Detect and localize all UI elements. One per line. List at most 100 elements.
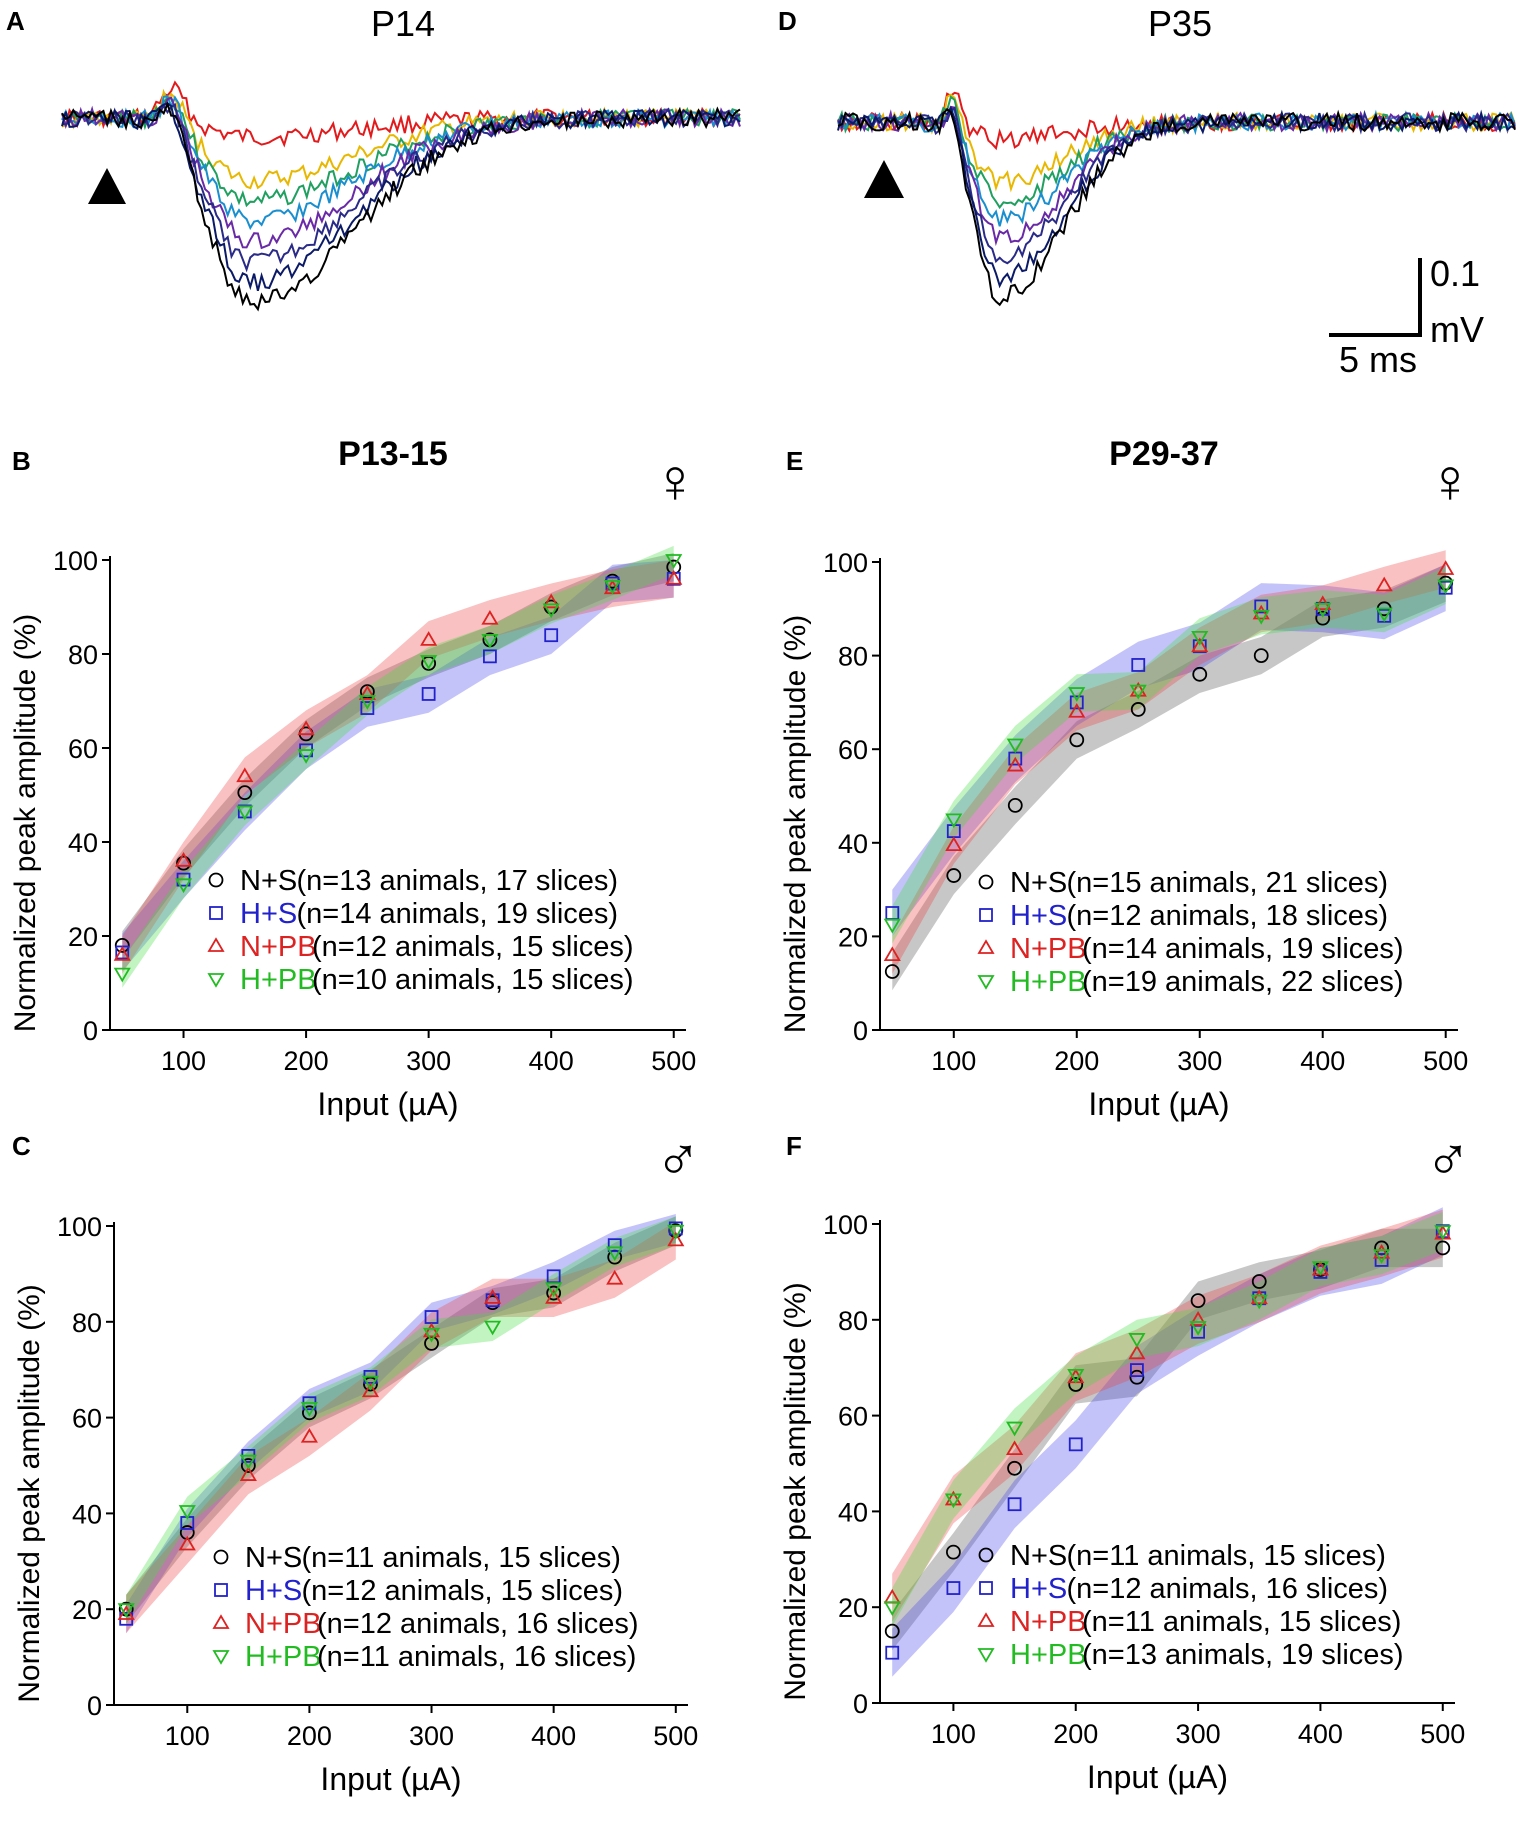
point-circle bbox=[1007, 797, 1023, 813]
point-circle bbox=[1068, 1377, 1084, 1392]
y-axis-label: Normalized peak amplitude (%) bbox=[779, 1282, 812, 1701]
point-triangle-down bbox=[212, 1650, 230, 1665]
point-circle bbox=[1315, 610, 1331, 626]
sex-symbol: ♂ bbox=[655, 1123, 702, 1192]
point-triangle-down bbox=[603, 579, 622, 595]
x-tick-label: 200 bbox=[284, 1046, 329, 1076]
point-circle bbox=[1435, 1240, 1451, 1256]
point-triangle-up bbox=[667, 1231, 685, 1247]
point-triangle-up bbox=[1068, 702, 1086, 718]
point-triangle-up bbox=[113, 946, 131, 961]
legend-name: N+PB bbox=[1010, 1606, 1087, 1638]
panel-letter-a: A bbox=[6, 6, 25, 36]
point-triangle-down bbox=[1128, 1333, 1146, 1348]
legend-item-hs: H+S (n=12 animals, 16 slices) bbox=[979, 1573, 1388, 1605]
x-tick-label: 400 bbox=[531, 1721, 576, 1751]
point-circle bbox=[1069, 732, 1085, 748]
point-triangle-down bbox=[1006, 1421, 1024, 1437]
panel-letter-b: B bbox=[12, 446, 31, 476]
point-triangle-down bbox=[1314, 602, 1332, 618]
point-circle bbox=[237, 785, 253, 801]
x-tick-label: 500 bbox=[1423, 1046, 1468, 1076]
point-triangle-down bbox=[1375, 607, 1393, 623]
y-tick-label: 40 bbox=[838, 829, 868, 859]
x-tick-label: 500 bbox=[651, 1046, 696, 1076]
series-hpb bbox=[883, 579, 1455, 934]
point-triangle-up bbox=[117, 1605, 135, 1620]
legend-name: N+S bbox=[245, 1542, 302, 1574]
point-triangle-up bbox=[665, 570, 683, 585]
point-square bbox=[885, 1645, 900, 1660]
point-triangle-up bbox=[239, 1466, 257, 1481]
point-square bbox=[1130, 1363, 1144, 1377]
point-triangle-down bbox=[174, 878, 193, 894]
trace-title-a: P14 bbox=[371, 3, 435, 44]
legend-desc: (n=11 animals, 16 slices) bbox=[317, 1641, 636, 1673]
point-circle bbox=[240, 1458, 256, 1473]
point-triangle-up bbox=[1189, 1311, 1207, 1326]
y-tick-label: 40 bbox=[72, 1499, 102, 1529]
legend-item-ns: N+S (n=11 animals, 15 slices) bbox=[213, 1542, 621, 1574]
band-npb bbox=[122, 560, 674, 974]
band-hs bbox=[122, 560, 674, 972]
y-tick-label: 80 bbox=[68, 640, 98, 670]
x-tick-label: 400 bbox=[1298, 1719, 1343, 1749]
point-circle bbox=[884, 1623, 900, 1639]
point-triangle-up bbox=[1006, 1440, 1024, 1456]
point-circle bbox=[1130, 702, 1146, 717]
legend-desc: (n=12 animals, 16 slices) bbox=[317, 1608, 639, 1640]
x-tick-label: 300 bbox=[409, 1721, 454, 1751]
point-square bbox=[546, 1269, 561, 1284]
legend-item-hpb: H+PB(n=11 animals, 16 slices) bbox=[212, 1641, 636, 1673]
point-triangle-down bbox=[883, 1601, 901, 1616]
point-triangle-up bbox=[481, 609, 499, 625]
y-axis-label: Normalized peak amplitude (%) bbox=[13, 1284, 46, 1703]
point-triangle-down bbox=[945, 813, 963, 829]
point-triangle-up bbox=[945, 836, 963, 852]
series-npb bbox=[117, 1231, 685, 1620]
y-tick-label: 20 bbox=[838, 1593, 868, 1623]
point-triangle-up bbox=[484, 1289, 502, 1304]
legend-name: N+S bbox=[1010, 1540, 1067, 1572]
point-triangle-up bbox=[1437, 560, 1455, 575]
point-triangle-up bbox=[1128, 1344, 1146, 1360]
sex-symbol: ♀ bbox=[652, 447, 699, 516]
y-tick-label: 60 bbox=[68, 734, 98, 764]
series-hpb bbox=[883, 1225, 1452, 1616]
point-circle bbox=[1192, 666, 1208, 682]
legend-item-hpb: H+PB(n=19 animals, 22 slices) bbox=[977, 966, 1404, 998]
point-triangle-down bbox=[358, 695, 376, 710]
y-axis-label: Normalized peak amplitude (%) bbox=[779, 615, 812, 1034]
y-tick-label: 80 bbox=[72, 1308, 102, 1338]
point-triangle-down bbox=[542, 603, 560, 619]
point-triangle-up bbox=[542, 593, 560, 609]
point-circle bbox=[946, 1544, 961, 1560]
legend: N+S (n=13 animals, 17 slices)H+S (n=14 ani… bbox=[207, 865, 634, 996]
trace-line bbox=[61, 101, 741, 312]
point-square bbox=[946, 1581, 961, 1595]
point-triangle-down bbox=[361, 1375, 380, 1391]
y-tick-label: 100 bbox=[53, 546, 98, 576]
chart-e: E P29-37 ♀ 0 20 40 60 80 100 100 200 300 400 500 Input… bbox=[779, 435, 1473, 1122]
trace-line bbox=[837, 93, 1516, 193]
legend-desc: (n=19 animals, 22 slices) bbox=[1082, 966, 1404, 998]
legend-item-hpb: H+PB(n=13 animals, 19 slices) bbox=[977, 1639, 1404, 1671]
x-tick-label: 100 bbox=[931, 1719, 976, 1749]
chart-b: B P13-15 ♀ 0 20 40 60 80 100 100 200 300 400 500 Input… bbox=[9, 435, 698, 1122]
chart-f: F ♂ 0 20 40 60 80 100 100 200 300 400 500 Input (µA) N… bbox=[779, 1123, 1471, 1795]
point-triangle-down bbox=[1191, 630, 1209, 646]
point-triangle-down bbox=[1189, 1321, 1207, 1336]
sex-symbol: ♂ bbox=[1425, 1123, 1472, 1192]
trace-line bbox=[837, 105, 1516, 289]
point-circle bbox=[176, 855, 191, 871]
y-tick-label: 0 bbox=[853, 1016, 868, 1046]
legend-name: N+PB bbox=[245, 1608, 322, 1640]
band-npb bbox=[892, 550, 1446, 974]
x-tick-label: 300 bbox=[1177, 1046, 1222, 1076]
x-tick-label: 200 bbox=[1054, 1046, 1099, 1076]
chart-c: C ♂ 0 20 40 60 80 100 100 200 300 400 500 Input (µA) N… bbox=[12, 1123, 701, 1797]
point-circle bbox=[1007, 1460, 1022, 1476]
legend-name: H+PB bbox=[245, 1641, 322, 1673]
point-square bbox=[1374, 1253, 1389, 1267]
point-triangle-down bbox=[606, 1246, 624, 1262]
